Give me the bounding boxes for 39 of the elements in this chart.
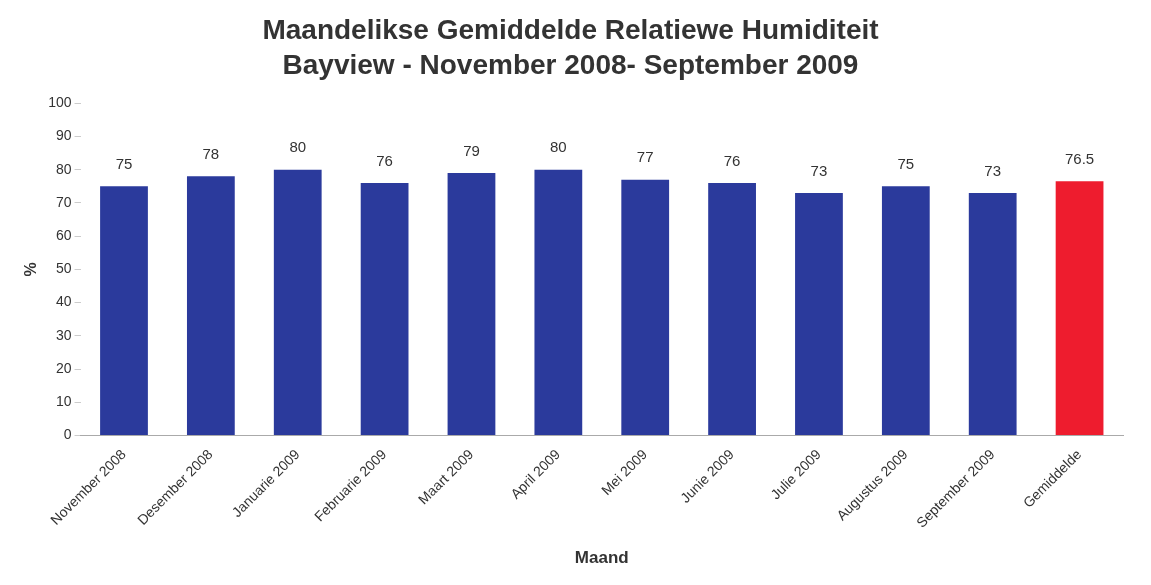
y-tick-label: 40 — [55, 293, 72, 310]
bar — [186, 176, 235, 436]
data-label: 77 — [636, 148, 654, 166]
data-label: 76 — [723, 151, 741, 169]
data-label: 76 — [376, 151, 393, 169]
chart-subtitle: Bayview - November 2008- September 2009 — [282, 49, 859, 81]
data-label: 78 — [202, 144, 220, 162]
y-axis-title: % — [22, 262, 40, 277]
bar — [708, 182, 756, 436]
bar — [447, 172, 496, 436]
data-label: 79 — [463, 141, 480, 159]
y-tick-label: 60 — [55, 226, 72, 243]
y-tick-label: 100 — [48, 94, 72, 111]
x-axis-title: Maand — [574, 548, 629, 568]
y-tick-label: 0 — [63, 426, 72, 443]
y-tick-label: 20 — [55, 359, 72, 376]
data-label: 75 — [897, 154, 915, 172]
bar — [795, 192, 843, 436]
bar — [621, 179, 670, 436]
y-tick-label: 70 — [55, 193, 72, 210]
bar — [360, 182, 409, 436]
data-label: 80 — [550, 138, 567, 156]
chart-title: Maandelikse Gemiddelde Relatiewe Humiditeit — [262, 13, 879, 45]
data-label: 73 — [984, 161, 1002, 179]
data-label: 80 — [289, 138, 307, 156]
bar — [534, 169, 583, 436]
bar — [1055, 181, 1104, 436]
y-tick-label: 30 — [55, 326, 72, 343]
bar — [968, 192, 1017, 436]
y-tick-label: 50 — [55, 260, 72, 277]
data-label: 73 — [810, 161, 828, 179]
y-tick-label: 80 — [55, 160, 72, 177]
y-tick-label: 90 — [55, 127, 72, 144]
bar — [273, 169, 322, 436]
y-tick-label: 10 — [55, 393, 72, 410]
bar — [100, 186, 148, 436]
bar — [881, 186, 930, 436]
data-label: 75 — [115, 154, 133, 172]
data-label: 76.5 — [1064, 149, 1095, 167]
